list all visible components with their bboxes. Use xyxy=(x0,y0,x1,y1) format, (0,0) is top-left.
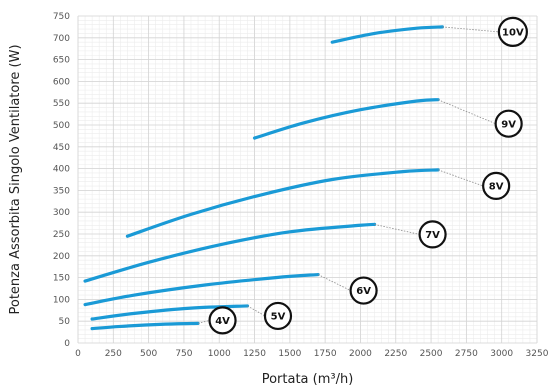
x-tick-label: 500 xyxy=(140,349,157,359)
series-badge-8v xyxy=(482,171,511,201)
y-tick-label: 50 xyxy=(59,317,71,327)
y-tick-label: 500 xyxy=(53,121,70,131)
series-leader-9v xyxy=(437,99,496,125)
y-tick-label: 750 xyxy=(53,12,70,22)
x-axis-title: Portata (m³/h) xyxy=(262,372,354,387)
x-tick-label: 1500 xyxy=(278,349,301,359)
y-tick-label: 100 xyxy=(53,295,70,305)
series-badge-6v xyxy=(349,276,378,305)
series-leaders xyxy=(197,26,499,324)
series-line-6v xyxy=(83,272,320,307)
y-tick-label: 450 xyxy=(53,143,70,153)
series-badges: 4V 5V 6V 7V 8V 9V 10V xyxy=(208,16,528,335)
series-badge-7v xyxy=(418,220,447,249)
y-tick-label: 350 xyxy=(53,186,70,196)
series-line-4v xyxy=(90,321,200,331)
series-line-9v xyxy=(252,98,440,140)
y-tick-label: 0 xyxy=(64,339,70,349)
x-tick-label: 0 xyxy=(75,349,81,359)
series-label-10v: 10V xyxy=(502,28,524,39)
series-leader-4v xyxy=(197,319,210,324)
x-tick-label: 250 xyxy=(105,349,122,359)
y-tick-label: 200 xyxy=(53,252,70,262)
series-leader-10v xyxy=(442,26,499,33)
series-line-10v xyxy=(330,25,444,44)
series-line-8v xyxy=(125,168,440,238)
series-badge-4v xyxy=(208,306,237,335)
y-tick-label: 700 xyxy=(53,34,70,44)
series-label-7v: 7V xyxy=(425,230,440,241)
series-label-9v: 9V xyxy=(501,119,516,130)
series-line-7v xyxy=(83,222,377,283)
x-tick-label: 750 xyxy=(175,349,192,359)
x-tick-label: 3000 xyxy=(490,349,513,359)
series-label-5v: 5V xyxy=(271,312,286,323)
series-label-4v: 4V xyxy=(215,316,230,327)
x-axis-ticks: 0 250 500 750 1000 1250 1500 1750 2000 2250 2500 27… xyxy=(75,349,548,359)
y-axis-ticks: 0 50 100 150 200 250 300 350 400 450 500 550 600 650 7… xyxy=(53,12,70,349)
y-tick-label: 300 xyxy=(53,208,70,218)
y-tick-label: 250 xyxy=(53,230,70,240)
x-tick-label: 2000 xyxy=(349,349,372,359)
series-label-8v: 8V xyxy=(489,182,504,193)
grid-major xyxy=(77,15,538,344)
x-tick-label: 2250 xyxy=(384,349,407,359)
series-leader-8v xyxy=(438,169,484,187)
series-badge-10v xyxy=(497,16,528,47)
x-tick-label: 2750 xyxy=(455,349,478,359)
x-tick-label: 1000 xyxy=(208,349,231,359)
y-axis-title: Potenza Assorbita Singolo Ventilatore (W… xyxy=(8,44,23,314)
series-badge-5v xyxy=(263,301,293,331)
series-lines xyxy=(83,25,444,331)
y-tick-label: 550 xyxy=(53,99,70,109)
x-tick-label: 1750 xyxy=(314,349,337,359)
series-badge-9v xyxy=(494,109,523,138)
x-tick-label: 3250 xyxy=(526,349,548,359)
x-tick-label: 1250 xyxy=(243,349,266,359)
y-tick-label: 650 xyxy=(53,56,70,66)
y-tick-label: 150 xyxy=(53,274,70,284)
series-label-6v: 6V xyxy=(356,286,371,297)
series-leader-6v xyxy=(317,274,351,291)
y-tick-label: 600 xyxy=(53,77,70,87)
grid-minor xyxy=(77,15,538,344)
series-leader-5v xyxy=(247,305,266,317)
x-tick-label: 2500 xyxy=(420,349,443,359)
y-tick-label: 400 xyxy=(53,165,70,175)
